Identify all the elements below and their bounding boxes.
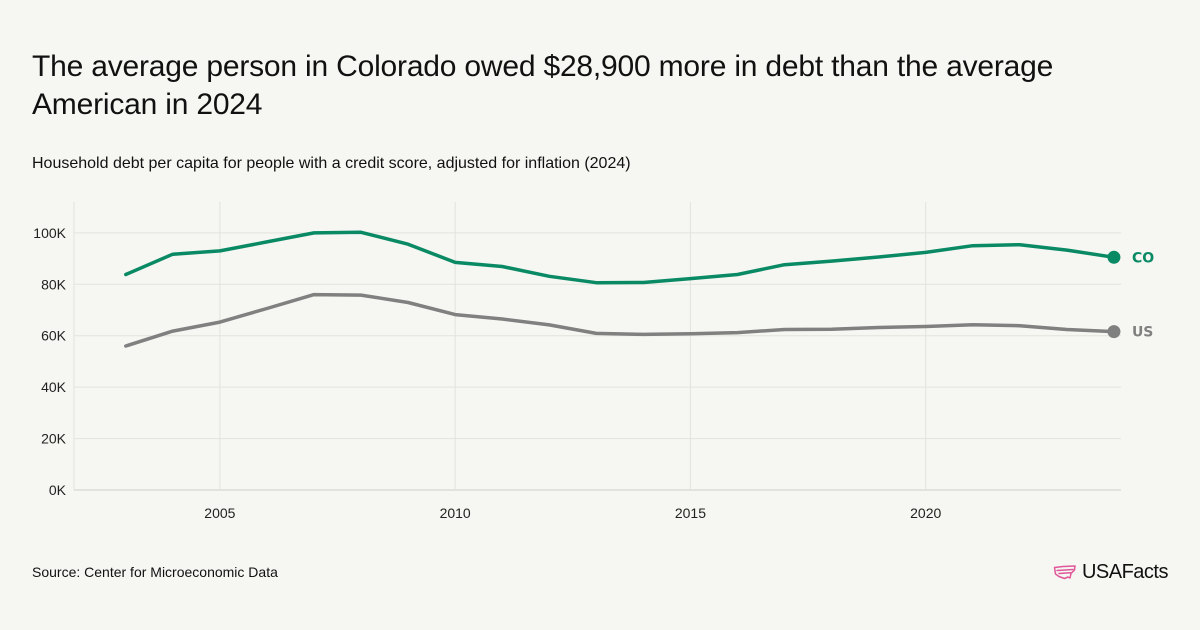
line-chart: 0K 20K 40K 60K 80K 100K 2005 2010 2015 2020 US CO <box>33 202 1154 520</box>
series-line-us <box>124 292 1116 348</box>
series-end-marker-co <box>1107 250 1121 264</box>
x-tick-label: 2010 <box>440 505 471 520</box>
series-end-marker-us <box>1107 325 1121 339</box>
y-tick-label: 20K <box>41 431 67 447</box>
y-tick-label: 100K <box>33 225 66 241</box>
series-label-us: US <box>1132 325 1153 341</box>
y-tick-label: 80K <box>41 276 67 292</box>
brand-logo: USAFacts <box>1053 560 1169 584</box>
x-tick-label: 2020 <box>910 505 941 520</box>
source-note: Source: Center for Microeconomic Data <box>32 564 278 580</box>
y-tick-label: 60K <box>41 328 67 344</box>
usa-map-icon <box>1053 564 1077 581</box>
chart-subtitle: Household debt per capita for people wit… <box>32 155 631 172</box>
x-tick-label: 2015 <box>675 505 706 520</box>
y-tick-label: 0K <box>49 482 67 498</box>
series-line-co <box>124 230 1116 285</box>
y-tick-label: 40K <box>41 379 67 395</box>
chart-title: The average person in Colorado owed $28,… <box>32 50 1054 121</box>
series-label-co: CO <box>1132 250 1154 266</box>
x-tick-label: 2005 <box>204 505 235 520</box>
brand-name: USAFacts <box>1081 561 1169 583</box>
